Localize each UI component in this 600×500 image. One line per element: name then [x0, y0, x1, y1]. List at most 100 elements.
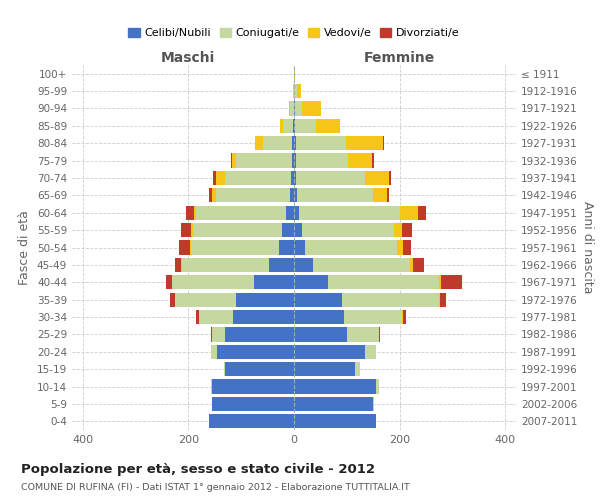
Bar: [294, 171, 296, 185]
Bar: [283, 118, 293, 133]
Bar: [441, 275, 462, 289]
Bar: [292, 154, 294, 168]
Bar: [344, 310, 403, 324]
Bar: [389, 171, 391, 185]
Bar: [296, 188, 373, 202]
Bar: [379, 328, 380, 342]
Bar: [365, 344, 376, 359]
Bar: [256, 136, 263, 150]
Bar: [182, 258, 269, 272]
Bar: [193, 223, 283, 237]
Bar: [230, 154, 232, 168]
Bar: [294, 275, 328, 289]
Bar: [217, 344, 294, 359]
Text: COMUNE DI RUFINA (FI) - Dati ISTAT 1° gennaio 2012 - Elaborazione TUTTITALIA.IT: COMUNE DI RUFINA (FI) - Dati ISTAT 1° ge…: [21, 484, 410, 492]
Bar: [170, 292, 175, 307]
Bar: [294, 84, 296, 98]
Bar: [213, 171, 216, 185]
Bar: [236, 292, 294, 307]
Bar: [292, 171, 294, 185]
Text: Popolazione per età, sesso e stato civile - 2012: Popolazione per età, sesso e stato civil…: [21, 462, 375, 475]
Bar: [199, 310, 233, 324]
Bar: [295, 102, 302, 116]
Bar: [294, 397, 373, 411]
Bar: [290, 188, 294, 202]
Bar: [296, 171, 365, 185]
Bar: [296, 84, 301, 98]
Bar: [386, 188, 389, 202]
Bar: [294, 240, 305, 254]
Bar: [209, 188, 212, 202]
Bar: [224, 362, 225, 376]
Bar: [179, 240, 190, 254]
Bar: [400, 206, 418, 220]
Bar: [211, 328, 212, 342]
Bar: [365, 171, 389, 185]
Bar: [383, 136, 385, 150]
Bar: [294, 188, 296, 202]
Bar: [294, 362, 355, 376]
Bar: [290, 102, 294, 116]
Bar: [355, 362, 360, 376]
Bar: [294, 258, 313, 272]
Bar: [294, 310, 344, 324]
Bar: [175, 292, 236, 307]
Bar: [269, 258, 294, 272]
Bar: [254, 275, 294, 289]
Bar: [294, 292, 341, 307]
Bar: [403, 310, 406, 324]
Bar: [397, 240, 403, 254]
Bar: [181, 223, 191, 237]
Bar: [181, 258, 182, 272]
Bar: [296, 136, 346, 150]
Bar: [212, 328, 225, 342]
Bar: [347, 328, 379, 342]
Bar: [280, 118, 283, 133]
Bar: [316, 118, 340, 133]
Text: Femmine: Femmine: [364, 51, 436, 65]
Bar: [216, 188, 290, 202]
Bar: [341, 292, 439, 307]
Bar: [313, 258, 410, 272]
Bar: [166, 275, 172, 289]
Bar: [439, 292, 440, 307]
Bar: [413, 258, 424, 272]
Text: Maschi: Maschi: [161, 51, 215, 65]
Bar: [225, 362, 294, 376]
Bar: [296, 154, 349, 168]
Bar: [278, 240, 294, 254]
Bar: [302, 223, 394, 237]
Bar: [294, 414, 376, 428]
Bar: [394, 223, 403, 237]
Bar: [302, 102, 321, 116]
Bar: [440, 292, 446, 307]
Bar: [196, 310, 199, 324]
Bar: [294, 206, 299, 220]
Bar: [418, 206, 426, 220]
Bar: [293, 84, 294, 98]
Bar: [212, 188, 216, 202]
Bar: [294, 223, 302, 237]
Y-axis label: Fasce di età: Fasce di età: [19, 210, 31, 285]
Bar: [372, 154, 374, 168]
Bar: [346, 136, 383, 150]
Bar: [191, 223, 193, 237]
Bar: [283, 223, 294, 237]
Bar: [376, 380, 379, 394]
Bar: [294, 136, 296, 150]
Bar: [212, 397, 294, 411]
Bar: [373, 397, 374, 411]
Bar: [294, 328, 347, 342]
Bar: [225, 171, 292, 185]
Bar: [294, 344, 365, 359]
Bar: [403, 223, 412, 237]
Bar: [410, 258, 413, 272]
Bar: [373, 188, 386, 202]
Bar: [292, 136, 294, 150]
Bar: [185, 206, 194, 220]
Bar: [305, 240, 397, 254]
Bar: [294, 154, 296, 168]
Bar: [294, 118, 295, 133]
Bar: [263, 136, 292, 150]
Bar: [175, 258, 181, 272]
